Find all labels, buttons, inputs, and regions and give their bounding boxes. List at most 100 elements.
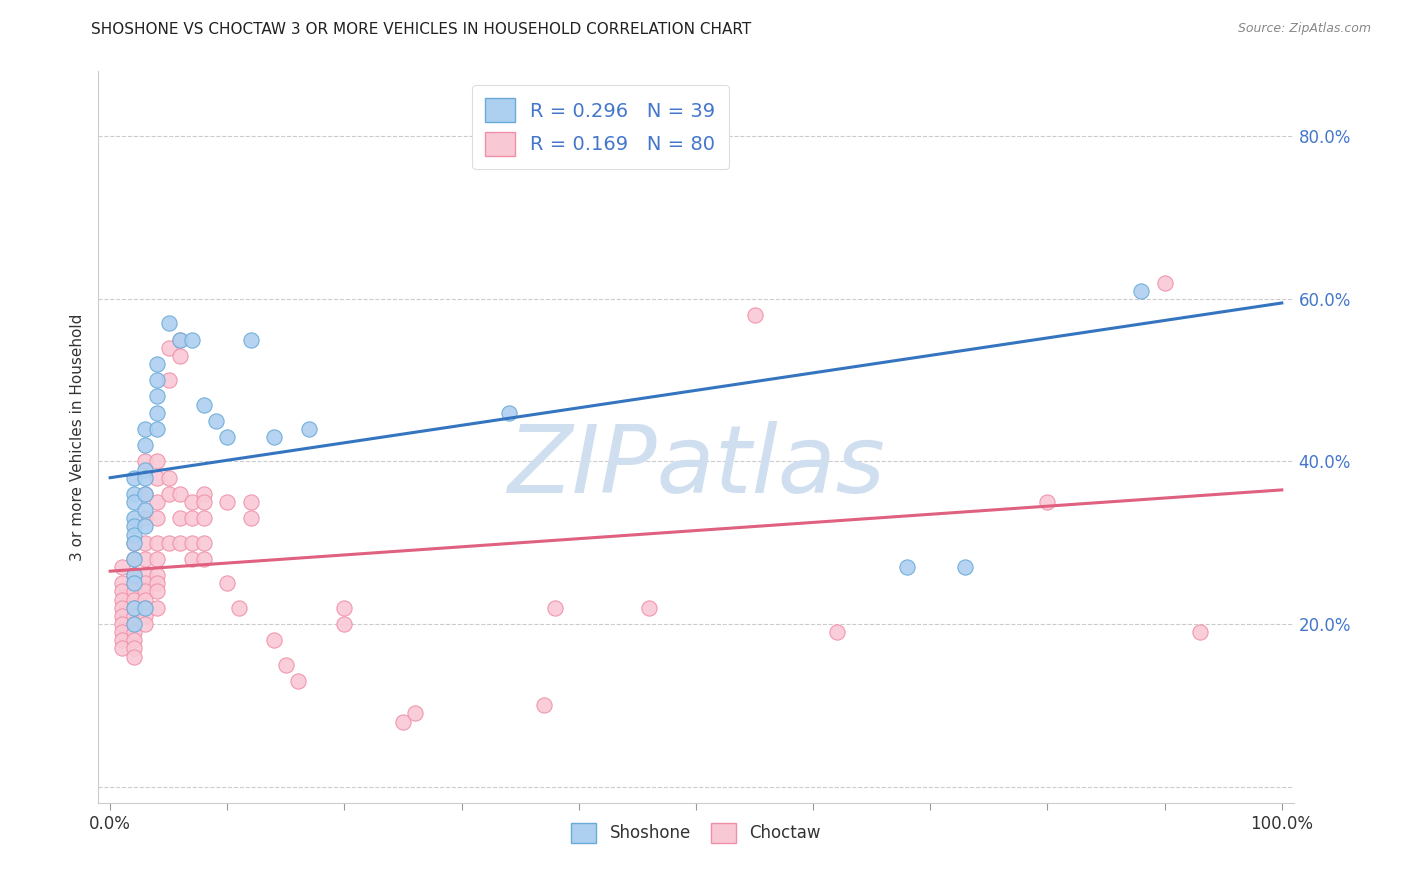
Point — [122, 495, 145, 509]
Point — [122, 487, 145, 501]
Point — [146, 389, 169, 403]
Point — [122, 552, 145, 566]
Point — [533, 698, 555, 713]
Point — [263, 633, 285, 648]
Y-axis label: 3 or more Vehicles in Household: 3 or more Vehicles in Household — [69, 313, 84, 561]
Point — [157, 373, 180, 387]
Point — [122, 511, 145, 525]
Point — [134, 608, 156, 623]
Point — [111, 560, 134, 574]
Point — [146, 454, 169, 468]
Point — [638, 600, 661, 615]
Point — [146, 471, 169, 485]
Point — [134, 471, 156, 485]
Point — [146, 511, 169, 525]
Point — [111, 617, 134, 632]
Point — [498, 406, 520, 420]
Point — [134, 535, 156, 549]
Point — [217, 576, 239, 591]
Point — [287, 673, 309, 688]
Point — [122, 568, 145, 582]
Point — [111, 592, 134, 607]
Point — [134, 422, 156, 436]
Point — [134, 600, 156, 615]
Point — [193, 398, 215, 412]
Point — [825, 625, 848, 640]
Point — [228, 600, 250, 615]
Point — [404, 706, 426, 721]
Point — [122, 527, 145, 541]
Point — [217, 495, 239, 509]
Point — [181, 511, 204, 525]
Point — [333, 617, 356, 632]
Point — [122, 649, 145, 664]
Point — [122, 625, 145, 640]
Point — [146, 568, 169, 582]
Point — [1036, 495, 1059, 509]
Point — [122, 641, 145, 656]
Point — [111, 633, 134, 648]
Point — [146, 600, 169, 615]
Point — [1153, 276, 1175, 290]
Point — [146, 495, 169, 509]
Point — [122, 600, 145, 615]
Point — [169, 487, 191, 501]
Point — [122, 535, 145, 549]
Point — [239, 333, 262, 347]
Point — [122, 608, 145, 623]
Point — [134, 454, 156, 468]
Point — [169, 333, 191, 347]
Point — [122, 576, 145, 591]
Point — [111, 641, 134, 656]
Point — [193, 552, 215, 566]
Point — [146, 406, 169, 420]
Point — [111, 608, 134, 623]
Point — [146, 422, 169, 436]
Text: Source: ZipAtlas.com: Source: ZipAtlas.com — [1237, 22, 1371, 36]
Point — [146, 584, 169, 599]
Point — [122, 600, 145, 615]
Point — [333, 600, 356, 615]
Point — [134, 584, 156, 599]
Point — [744, 308, 766, 322]
Point — [298, 422, 321, 436]
Point — [181, 495, 204, 509]
Point — [1188, 625, 1211, 640]
Point — [134, 552, 156, 566]
Point — [157, 487, 180, 501]
Point — [157, 535, 180, 549]
Text: SHOSHONE VS CHOCTAW 3 OR MORE VEHICLES IN HOUSEHOLD CORRELATION CHART: SHOSHONE VS CHOCTAW 3 OR MORE VEHICLES I… — [91, 22, 752, 37]
Point — [134, 576, 156, 591]
Point — [122, 535, 145, 549]
Point — [181, 535, 204, 549]
Point — [181, 552, 204, 566]
Point — [157, 471, 180, 485]
Point — [169, 333, 191, 347]
Point — [896, 560, 918, 574]
Point — [134, 503, 156, 517]
Point — [122, 568, 145, 582]
Point — [274, 657, 297, 672]
Point — [134, 487, 156, 501]
Point — [122, 617, 145, 632]
Point — [146, 552, 169, 566]
Point — [122, 633, 145, 648]
Point — [1130, 284, 1153, 298]
Point — [134, 568, 156, 582]
Point — [134, 600, 156, 615]
Point — [169, 511, 191, 525]
Point — [533, 137, 555, 152]
Point — [955, 560, 977, 574]
Point — [134, 592, 156, 607]
Point — [181, 333, 204, 347]
Point — [157, 341, 180, 355]
Point — [239, 511, 262, 525]
Text: ZIPatlas: ZIPatlas — [508, 421, 884, 512]
Point — [169, 349, 191, 363]
Point — [193, 495, 215, 509]
Point — [122, 576, 145, 591]
Point — [157, 316, 180, 330]
Point — [193, 487, 215, 501]
Point — [122, 584, 145, 599]
Point — [111, 600, 134, 615]
